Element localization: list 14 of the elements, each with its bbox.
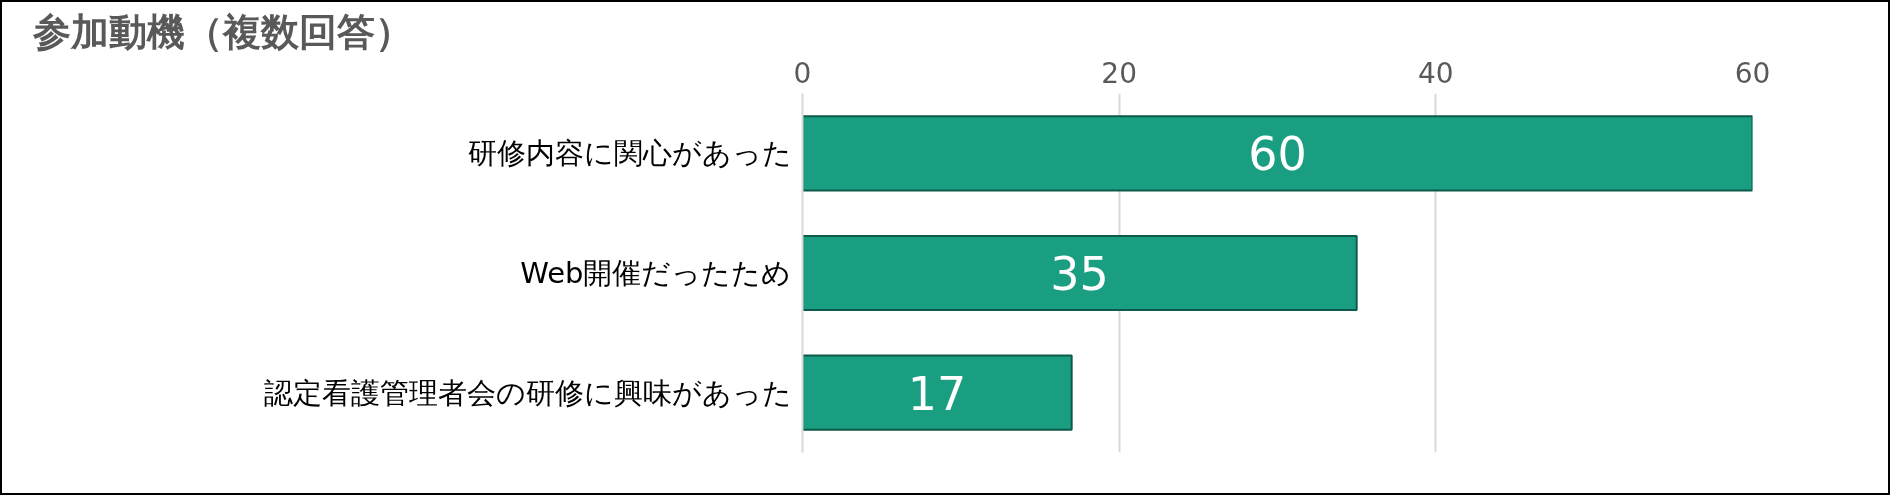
bar xyxy=(802,354,1073,431)
x-tick-label: 20 xyxy=(1101,56,1137,90)
data-label: 60 xyxy=(1248,127,1307,182)
text: 参加動機（複数回答） xyxy=(31,9,413,54)
x-tick-label: 0 xyxy=(793,56,812,90)
x-tick-label: 40 xyxy=(1418,56,1454,90)
bar xyxy=(802,234,1358,312)
data-label: 17 xyxy=(907,366,967,421)
x-tick-label: 60 xyxy=(1734,56,1771,90)
y-tick-label: Web開催だったため xyxy=(520,256,792,290)
y-tick-label: 認定看護管理者会の研修に興味があった xyxy=(263,375,792,410)
y-tick-label: 研修内容に関心があった xyxy=(467,136,792,171)
data-label: 35 xyxy=(1050,247,1109,301)
bar xyxy=(802,115,1753,192)
